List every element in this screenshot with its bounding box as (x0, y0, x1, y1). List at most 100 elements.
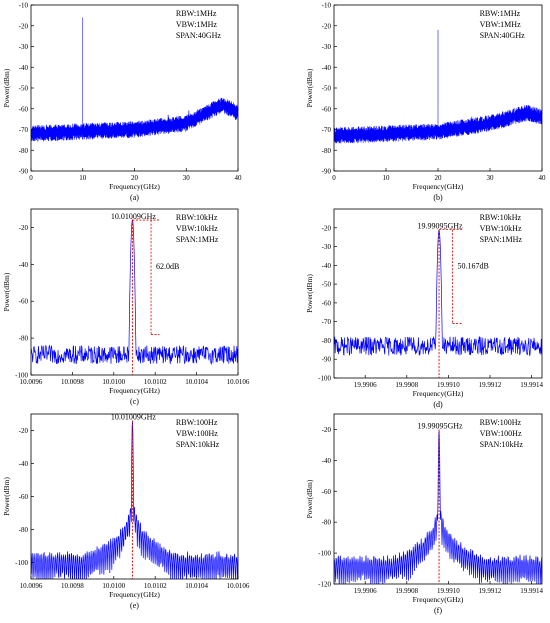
y-tick-label: -40 (19, 64, 29, 72)
x-tick-label: 19.9906 (354, 587, 377, 595)
y-tick-label: -20 (322, 224, 332, 232)
x-tick-label: 10.0102 (144, 378, 167, 386)
spectrum-trace (334, 229, 542, 356)
panel-label: (a) (130, 193, 139, 202)
chart-panel-3: 62.0dB 10.0096 10.0098 10.0100 10.0102 10.010… (2, 208, 250, 406)
y-tick-label: -60 (322, 488, 332, 496)
panel-label: (b) (433, 193, 443, 202)
settings-text: RBW:10kHz (176, 213, 218, 222)
y-tick-label: -20 (19, 224, 29, 232)
x-axis-label: Frequency(GHz) (109, 590, 160, 599)
y-axis-label: Power(dBm) (305, 274, 314, 313)
peak-frequency-label: 10.01009GHz (111, 212, 157, 221)
y-tick-label: -60 (322, 105, 332, 113)
y-tick-label: -60 (322, 299, 332, 307)
settings-text: SPAN:10kHz (176, 440, 220, 449)
x-tick-label: 40 (235, 174, 243, 182)
panel-label: (f) (434, 606, 442, 615)
settings-text: VBW:1MHz (176, 20, 217, 29)
x-axis-label: Frequency(GHz) (109, 386, 160, 395)
x-tick-label: 19.9908 (395, 381, 418, 389)
settings-text: VBW:100Hz (480, 429, 522, 438)
x-tick-label: 10.0096 (20, 378, 43, 386)
settings-text: SPAN:40GHz (176, 31, 221, 40)
x-tick-label: 0 (332, 174, 336, 182)
settings-text: RBW:1MHz (480, 9, 521, 18)
y-tick-label: -80 (322, 147, 332, 155)
y-tick-label: -30 (19, 43, 29, 51)
y-tick-label: -40 (322, 262, 332, 270)
settings-text: RBW:10kHz (480, 213, 522, 222)
y-tick-label: -60 (19, 298, 29, 306)
panel-label: (c) (130, 397, 139, 406)
y-tick-label: -20 (19, 427, 29, 435)
y-tick-label: -40 (322, 457, 332, 465)
plot-frame (30, 208, 239, 376)
settings-text: RBW:1MHz (176, 9, 217, 18)
x-tick-label: 30 (487, 174, 495, 182)
delta-label: 50.167dB (458, 262, 489, 271)
y-tick-label: -100 (15, 372, 28, 380)
chart-panel-4: 50.167dB 19.9906 19.9908 19.9910 19.9912 19.9… (305, 208, 543, 409)
x-axis-label: Frequency(GHz) (413, 595, 464, 604)
y-tick-label: -90 (322, 168, 332, 176)
y-tick-label: -40 (19, 261, 29, 269)
x-tick-label: 0 (29, 174, 33, 182)
peak-frequency-label: 19.99095GHz (417, 421, 463, 430)
settings-text: SPAN:10kHz (480, 440, 524, 449)
x-tick-label: 10.0106 (227, 582, 250, 590)
y-tick-label: -50 (322, 85, 332, 93)
x-axis-label: Frequency(GHz) (109, 182, 160, 191)
x-tick-label: 19.9910 (437, 587, 460, 595)
x-tick-label: 19.9908 (395, 587, 418, 595)
y-tick-label: -80 (19, 526, 29, 534)
y-tick-label: -100 (318, 550, 331, 558)
x-tick-label: 10.0104 (185, 378, 208, 386)
y-tick-label: -120 (318, 581, 331, 589)
settings-text: VBW:100Hz (176, 429, 218, 438)
peak-frequency-label: 10.01009GHz (111, 413, 157, 422)
x-tick-label: 19.9910 (437, 381, 460, 389)
y-tick-label: -70 (322, 126, 332, 134)
settings-text: RBW:100Hz (176, 418, 218, 427)
x-tick-label: 10.0100 (102, 378, 125, 386)
y-tick-label: -80 (322, 337, 332, 345)
y-tick-label: -80 (19, 147, 29, 155)
y-axis-label: Power(dBm) (2, 272, 11, 311)
y-tick-label: -70 (19, 126, 29, 134)
chart-panel-2: 0 10 20 30 40 -90 -80 -70 -60 -50 -40 -30 -20 -10 Freq… (305, 2, 546, 203)
x-tick-label: 19.9914 (520, 381, 543, 389)
x-tick-label: 30 (183, 174, 191, 182)
x-tick-label: 10.0102 (144, 582, 167, 590)
settings-text: VBW:1MHz (480, 20, 521, 29)
settings-text: VBW:10kHz (176, 224, 218, 233)
y-tick-label: -50 (19, 85, 29, 93)
x-tick-label: 10.0098 (61, 582, 84, 590)
x-tick-label: 10.0106 (227, 378, 250, 386)
chart-panel-6: 19.9906 19.9908 19.9910 19.9912 19.9914 -120 -… (305, 413, 543, 615)
spectrum-trace (334, 29, 542, 144)
spectrum-trace (31, 421, 238, 579)
y-tick-label: -70 (322, 318, 332, 326)
y-axis-label: Power(dBm) (2, 477, 11, 516)
x-tick-label: 10.0096 (20, 582, 43, 590)
y-tick-label: -30 (322, 43, 332, 51)
y-tick-label: -80 (19, 335, 29, 343)
y-axis-label: Power(dBm) (2, 68, 11, 107)
x-tick-label: 10.0100 (102, 582, 125, 590)
settings-text: RBW:100Hz (480, 418, 522, 427)
y-tick-label: -60 (19, 105, 29, 113)
settings-text: VBW:10kHz (480, 224, 522, 233)
settings-text: SPAN:1MHz (176, 235, 219, 244)
x-tick-label: 10 (383, 174, 391, 182)
x-tick-label: 19.9906 (354, 381, 377, 389)
spectrum-trace (334, 431, 542, 584)
panel-label: (d) (433, 400, 443, 409)
x-tick-label: 10.0098 (61, 378, 84, 386)
y-tick-label: -50 (322, 281, 332, 289)
plot-frame (333, 413, 543, 585)
y-tick-label: -90 (322, 356, 332, 364)
x-tick-label: 19.9912 (479, 381, 502, 389)
spectrum-trace (31, 17, 238, 142)
y-tick-label: -80 (322, 519, 332, 527)
